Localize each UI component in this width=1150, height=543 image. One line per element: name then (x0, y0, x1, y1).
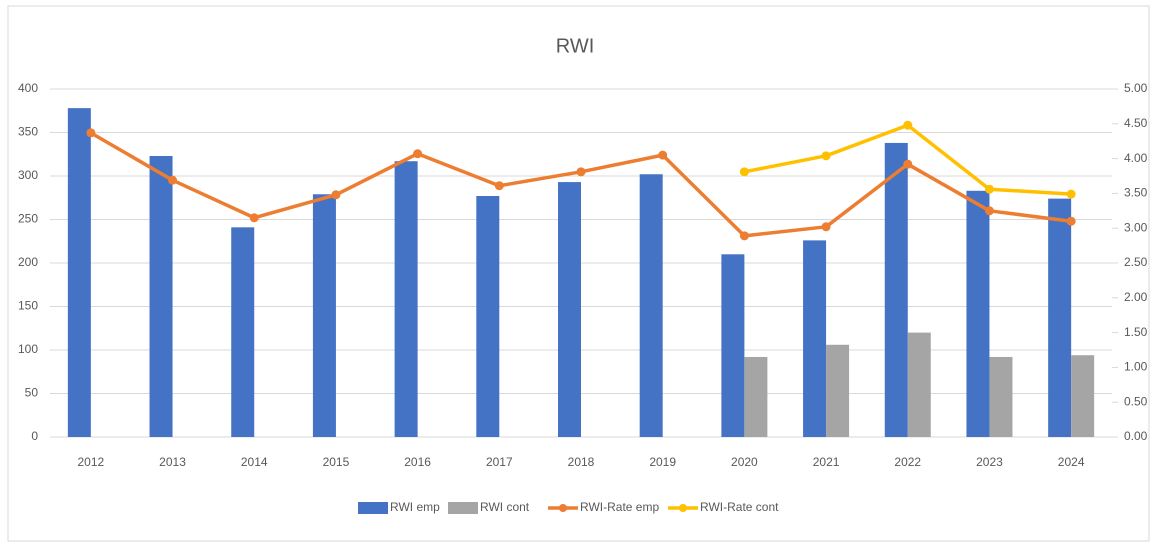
x-tick-label: 2023 (976, 455, 1003, 469)
y2-tick-label: 1.00 (1124, 360, 1148, 374)
marker (331, 190, 341, 200)
marker (1066, 216, 1076, 226)
bar (1071, 355, 1095, 437)
marker (658, 150, 668, 160)
marker (86, 128, 96, 138)
x-tick-label: 2024 (1058, 455, 1085, 469)
marker (903, 120, 913, 130)
y2-tick-label: 3.00 (1124, 220, 1148, 234)
bar (826, 344, 850, 437)
marker (249, 213, 259, 223)
y-tick-label: 200 (18, 255, 38, 269)
marker (739, 167, 749, 177)
x-tick-label: 2012 (77, 455, 104, 469)
bar (67, 108, 91, 437)
x-tick-label: 2022 (894, 455, 921, 469)
bar (803, 240, 827, 437)
bar (149, 155, 173, 438)
marker (1066, 189, 1076, 199)
bar (476, 196, 500, 437)
marker (984, 184, 994, 194)
x-tick-label: 2018 (568, 455, 595, 469)
marker (821, 222, 831, 232)
bar (558, 182, 581, 437)
y2-tick-label: 0.00 (1124, 429, 1148, 443)
y-tick-label: 0 (31, 429, 38, 443)
bar (884, 142, 908, 437)
marker (739, 231, 749, 241)
x-tick-label: 2014 (241, 455, 268, 469)
y-tick-label: 150 (18, 299, 38, 313)
x-tick-label: 2019 (649, 455, 676, 469)
legend-swatch (448, 502, 478, 514)
y2-tick-label: 2.50 (1124, 255, 1148, 269)
legend-swatch (559, 504, 567, 512)
marker (168, 175, 178, 185)
legend-label: RWI-Rate emp (580, 500, 659, 514)
marker (413, 149, 423, 159)
legend-label: RWI cont (480, 500, 530, 514)
x-tick-label: 2020 (731, 455, 758, 469)
legend-swatch (358, 502, 388, 514)
marker (494, 181, 504, 191)
y2-tick-label: 4.00 (1124, 151, 1148, 165)
bar (394, 161, 418, 437)
marker (821, 151, 831, 161)
y-tick-label: 350 (18, 125, 38, 139)
x-tick-label: 2016 (404, 455, 431, 469)
x-tick-label: 2015 (323, 455, 350, 469)
bar (1048, 198, 1072, 437)
marker (903, 159, 913, 169)
legend-label: RWI-Rate cont (700, 500, 779, 514)
y-tick-label: 400 (18, 81, 38, 95)
y-tick-label: 50 (25, 386, 39, 400)
y2-tick-label: 0.50 (1124, 394, 1148, 408)
chart-title: RWI (556, 35, 595, 57)
bar (989, 356, 1013, 437)
legend-label: RWI emp (390, 500, 440, 514)
legend-swatch (679, 504, 687, 512)
bar (639, 174, 663, 437)
y-tick-label: 100 (18, 342, 38, 356)
y2-tick-label: 2.00 (1124, 290, 1148, 304)
y2-tick-label: 3.50 (1124, 186, 1148, 200)
y-tick-label: 250 (18, 212, 38, 226)
x-tick-label: 2021 (813, 455, 840, 469)
bar (744, 356, 768, 437)
bar (966, 190, 990, 437)
x-tick-label: 2013 (159, 455, 186, 469)
x-tick-label: 2017 (486, 455, 513, 469)
bar (312, 194, 336, 437)
y2-tick-label: 5.00 (1124, 81, 1148, 95)
y-tick-label: 300 (18, 168, 38, 182)
bar (231, 227, 255, 437)
y2-tick-label: 4.50 (1124, 116, 1148, 130)
bar (907, 332, 931, 437)
marker (576, 167, 586, 177)
marker (984, 206, 994, 216)
bar (721, 254, 745, 437)
y2-tick-label: 1.50 (1124, 325, 1148, 339)
